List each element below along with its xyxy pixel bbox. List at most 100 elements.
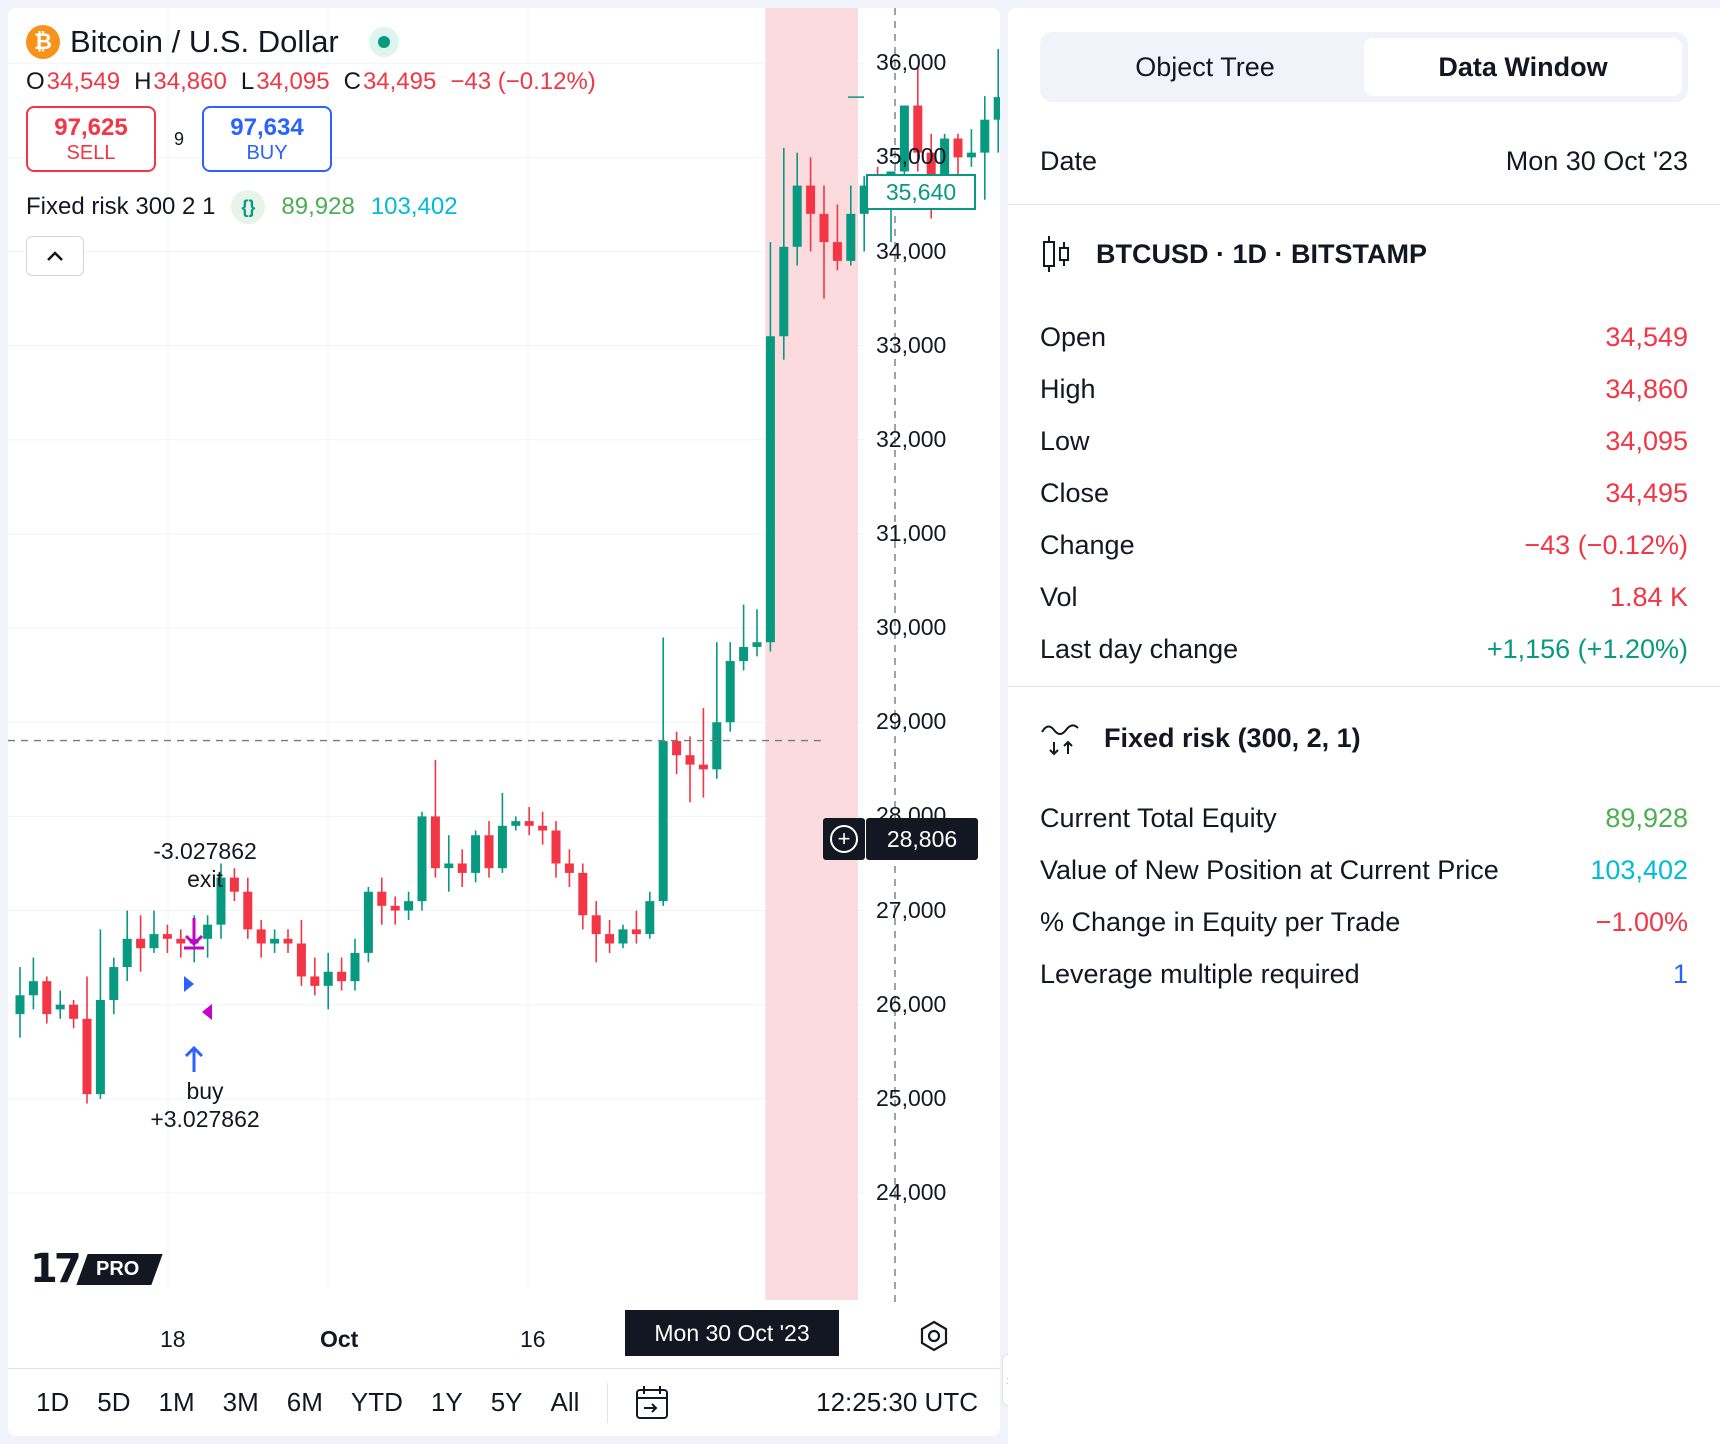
price-tick-label: 32,000 <box>876 425 947 452</box>
buy-label: BUY <box>246 141 288 164</box>
data-row-label: Low <box>1040 425 1090 456</box>
collapse-legend-button[interactable] <box>26 236 84 276</box>
range-button-5d[interactable]: 5D <box>97 1387 131 1417</box>
candle-body <box>363 891 373 953</box>
range-button-1d[interactable]: 1D <box>36 1387 70 1417</box>
candle-body <box>993 97 1000 120</box>
high-value: 34,860 <box>153 68 227 95</box>
data-window-panel: Object Tree Data Window Date Mon 30 Oct … <box>1008 8 1720 1444</box>
candle-body <box>203 924 213 939</box>
range-button-3m[interactable]: 3M <box>222 1387 259 1417</box>
exit-arrow-icon <box>184 918 204 950</box>
range-button-all[interactable]: All <box>550 1387 580 1417</box>
chart-panel[interactable]: ₿ Bitcoin / U.S. Dollar O 34,549 H 34,860 … <box>8 8 1000 1436</box>
candle-body <box>497 825 507 869</box>
price-tick-label: 33,000 <box>876 331 947 358</box>
price-tick-label: 24,000 <box>876 1179 947 1205</box>
candle-body <box>216 877 226 925</box>
bitcoin-icon: ₿ <box>26 25 60 59</box>
candle-body <box>42 981 52 1015</box>
candlestick-chart[interactable] <box>8 8 1000 1368</box>
candle-body <box>176 938 186 944</box>
candle-body <box>551 830 561 864</box>
candle-body <box>966 152 976 158</box>
price-tick-label: 35,000 <box>876 143 947 170</box>
utc-clock[interactable]: 12:25:30 UTC <box>816 1387 978 1417</box>
market-open-icon[interactable] <box>368 27 399 57</box>
candlestick-icon <box>1043 236 1069 272</box>
candle-body <box>484 835 494 869</box>
data-row-label: Current Total Equity <box>1040 802 1277 833</box>
candle-body <box>538 825 548 831</box>
candle-body <box>310 976 320 986</box>
crosshair-price-badge: 28,806 <box>866 818 978 860</box>
buy-arrow-icon <box>184 1045 204 1072</box>
range-button-ytd[interactable]: YTD <box>350 1387 403 1417</box>
tab-object-tree[interactable]: Object Tree <box>1135 51 1275 82</box>
price-tick-label: 31,000 <box>876 519 947 546</box>
candle-body <box>819 213 829 243</box>
candle-body <box>953 138 963 158</box>
tradingview-logo[interactable]: 17 PRO <box>30 1246 163 1292</box>
symbol-title[interactable]: Bitcoin / U.S. Dollar <box>70 24 339 59</box>
candle-body <box>404 901 414 911</box>
buy-trade-label: buy <box>186 1078 224 1104</box>
indicator-name[interactable]: Fixed risk 300 2 1 <box>26 193 216 220</box>
chart-settings-icon[interactable] <box>916 1318 952 1354</box>
candle-body <box>136 938 146 949</box>
range-button-5y[interactable]: 5Y <box>490 1387 523 1417</box>
candle-body <box>940 138 950 177</box>
range-button-1y[interactable]: 1Y <box>430 1387 463 1417</box>
series-title: BTCUSD · 1D · BITSTAMP <box>1096 238 1427 269</box>
candle-body <box>618 929 628 944</box>
candle-body <box>578 872 588 916</box>
source-code-icon[interactable]: {} <box>231 190 266 224</box>
time-tick-label: 16 <box>520 1326 546 1352</box>
section-divider <box>1008 204 1720 205</box>
data-row-value-of-new-position-at-current-price: Value of New Position at Current Price 10… <box>1040 848 1688 892</box>
candle-body <box>658 741 668 902</box>
candle-body <box>779 246 789 337</box>
chart-legend: ₿ Bitcoin / U.S. Dollar O 34,549 H 34,860 … <box>26 22 610 276</box>
data-row-label: % Change in Equity per Trade <box>1040 906 1401 937</box>
tab-data-window[interactable]: Data Window <box>1364 38 1682 96</box>
price-tick-label: 29,000 <box>876 708 947 735</box>
data-row-label: High <box>1040 373 1096 404</box>
price-tick-label: 27,000 <box>876 896 947 923</box>
candle-body <box>712 722 722 770</box>
add-alert-button[interactable]: + <box>823 818 865 860</box>
candle-body <box>511 821 521 826</box>
buy-button[interactable]: 97,634 BUY <box>202 106 332 172</box>
time-tick-label: 18 <box>160 1326 186 1352</box>
candle-body <box>631 929 641 935</box>
data-row-label: Last day change <box>1040 633 1239 664</box>
candle-body <box>417 816 427 902</box>
candle-body <box>149 934 159 949</box>
date-range-highlight <box>765 8 858 1300</box>
data-row-vol: Vol 1.84 K <box>1040 575 1688 619</box>
candle-body <box>765 336 775 643</box>
candle-body <box>725 661 735 723</box>
data-row-value: 103,402 <box>1590 854 1688 885</box>
entry-marker-icon <box>184 976 194 992</box>
sell-button[interactable]: 97,625 SELL <box>26 106 156 172</box>
go-to-date-icon[interactable] <box>632 1383 672 1423</box>
low-label: L <box>240 68 255 95</box>
candle-body <box>899 105 909 172</box>
candle-body <box>28 981 38 996</box>
spread-value: 9 <box>173 128 184 149</box>
indicator-legend[interactable]: Fixed risk 300 2 1 {} 89,928 103,402 <box>26 190 610 224</box>
candle-body <box>605 934 615 944</box>
ohlc-values: O 34,549 H 34,860 L 34,095 C 34,495 −43 (−0.… <box>26 68 610 96</box>
range-button-6m[interactable]: 6M <box>286 1387 323 1417</box>
candle-body <box>913 105 923 153</box>
range-button-1m[interactable]: 1M <box>158 1387 195 1417</box>
candle-body <box>792 185 802 247</box>
plus-icon: + <box>830 825 858 853</box>
candle-body <box>390 905 400 911</box>
high-label: H <box>134 68 152 95</box>
indicator-value-equity: 89,928 <box>281 193 355 220</box>
data-row-label: Value of New Position at Current Price <box>1040 854 1499 885</box>
candle-body <box>524 821 534 826</box>
indicator-title: Fixed risk (300, 2, 1) <box>1104 722 1361 753</box>
